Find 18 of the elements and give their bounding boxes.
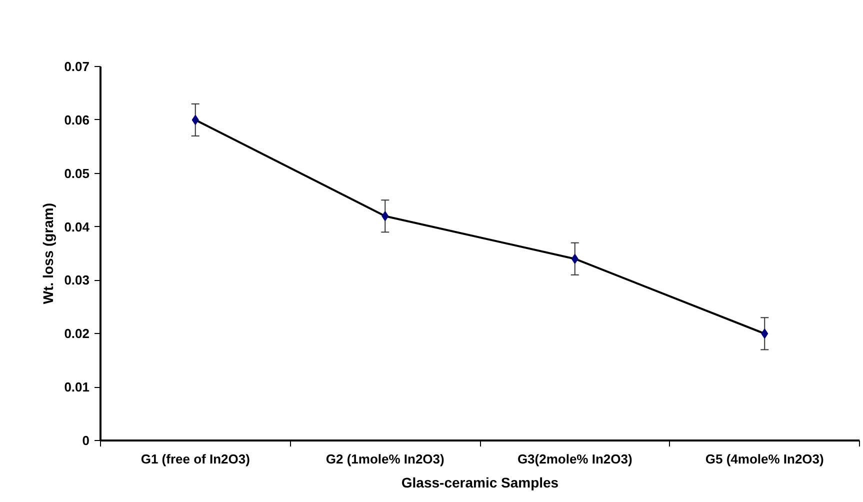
- x-tick-label: G5 (4mole% In2O3): [705, 452, 824, 466]
- point: [382, 211, 389, 222]
- y-tick-label: 0.01: [64, 380, 90, 395]
- y-tick-label: 0.02: [64, 326, 90, 342]
- y-tick-label: 0.05: [64, 166, 90, 181]
- y-tick-label: 0: [82, 433, 90, 448]
- point: [571, 254, 578, 264]
- x-axis-title: Glass-ceramic Samples: [401, 474, 559, 490]
- y-tick-label: 0.07: [64, 59, 90, 74]
- x-tick-label: G1 (free of In2O3): [140, 452, 250, 466]
- y-axis-title: Wt. loss (gram): [40, 202, 56, 304]
- point: [192, 114, 199, 125]
- y-tick-label: 0.04: [64, 219, 90, 234]
- x-tick-label: G2 (1mole% In2O3): [326, 452, 444, 466]
- y-tick-label: 0.06: [64, 112, 90, 128]
- point: [761, 328, 768, 339]
- y-tick-label: 0.03: [64, 272, 90, 288]
- x-tick-label: G3(2mole% In2O3): [517, 452, 632, 466]
